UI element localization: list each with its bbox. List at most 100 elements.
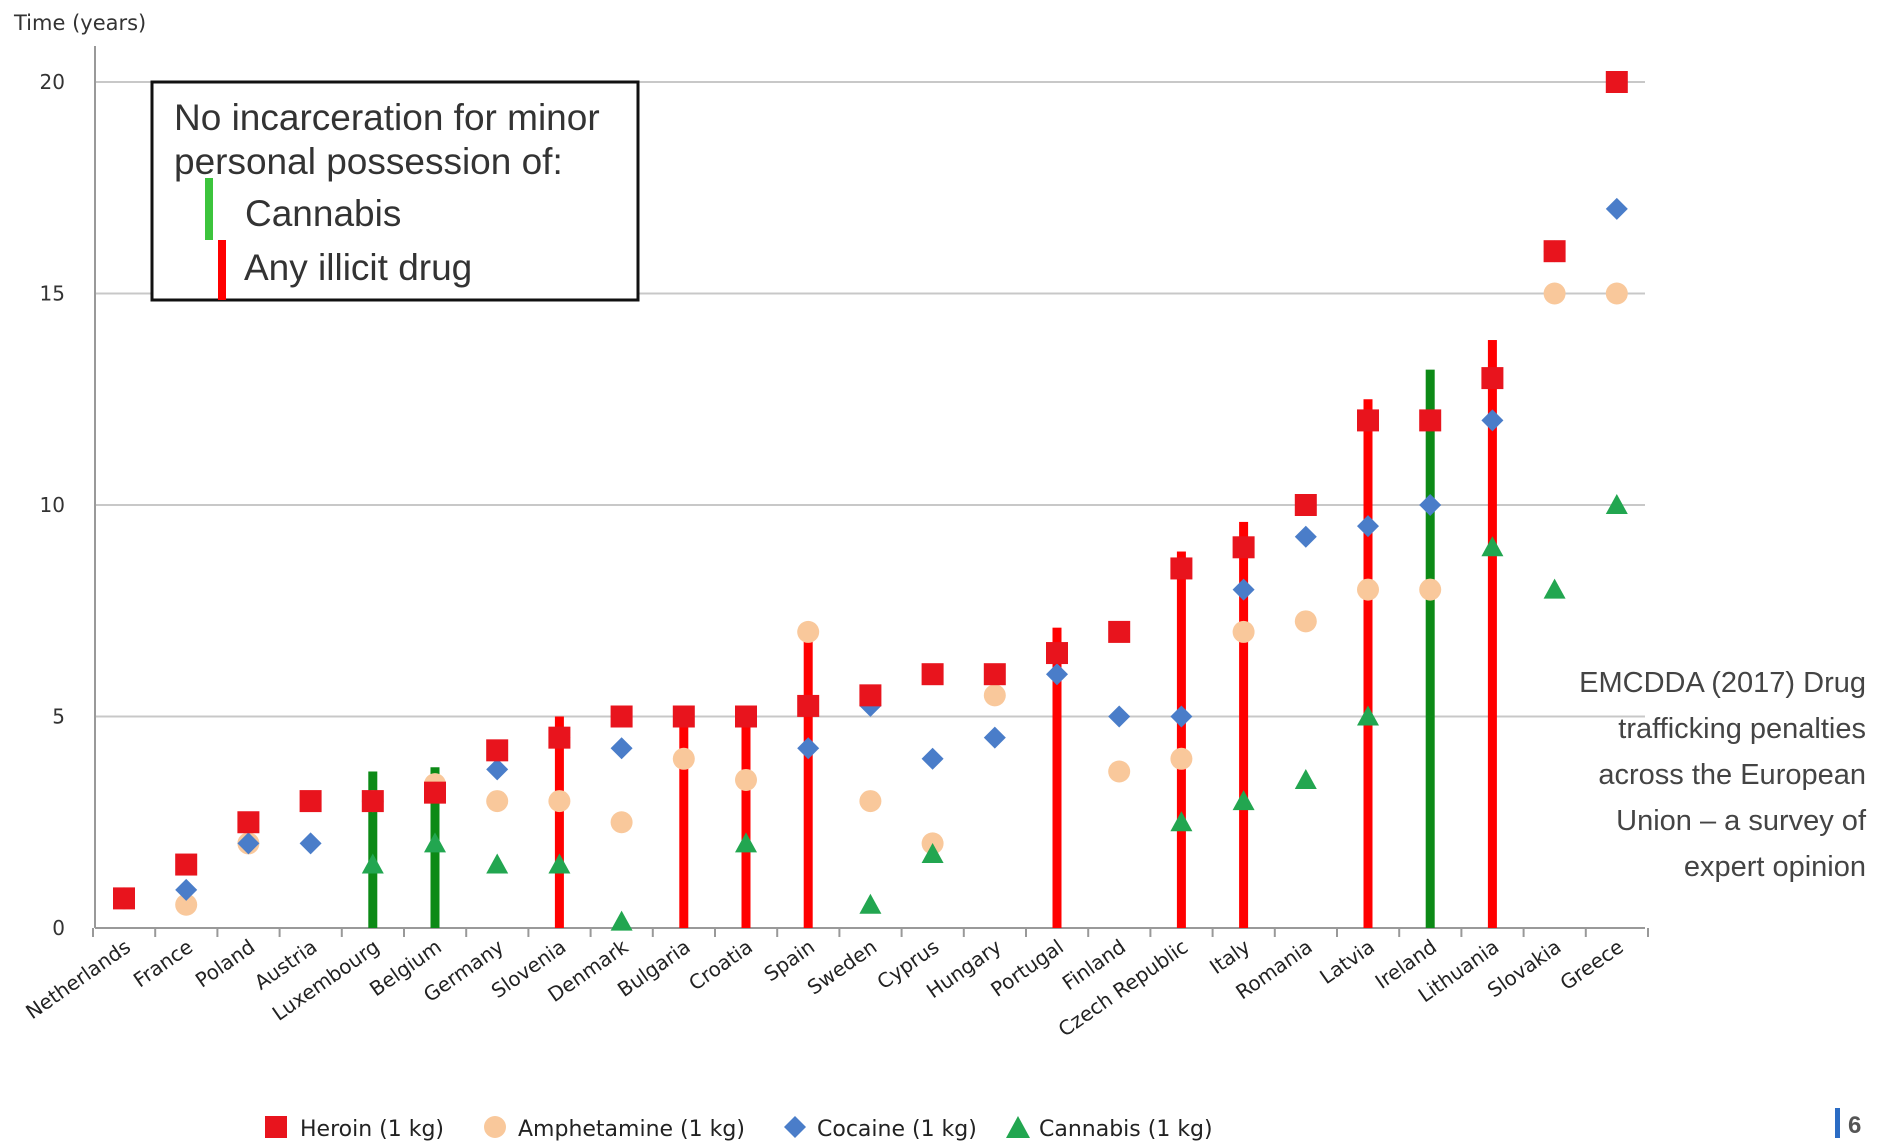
point-square-cyprus <box>921 663 944 686</box>
y-axis-label: Time (years) <box>13 11 146 35</box>
point-square-bulgaria <box>672 705 695 728</box>
point-square-sweden <box>859 684 882 707</box>
legend-amphetamine-swatch <box>484 1116 506 1138</box>
point-triangle-slovakia <box>1543 578 1566 599</box>
possession-marker-any <box>1363 399 1373 928</box>
data-points <box>113 71 1628 931</box>
annotation-cannabis-marker <box>205 178 213 240</box>
point-triangle-lithuania <box>1481 536 1504 557</box>
point-square-ireland <box>1419 409 1442 432</box>
point-square-hungary <box>983 663 1006 686</box>
point-triangle-denmark <box>610 910 633 931</box>
point-square-poland <box>237 811 260 834</box>
point-circle-hungary <box>983 684 1006 707</box>
point-circle-latvia <box>1357 578 1379 601</box>
x-tick-label: Croatia <box>684 934 757 995</box>
point-triangle-italy <box>1232 790 1255 811</box>
point-triangle-czech-republic <box>1170 811 1193 832</box>
point-diamond-finland <box>1108 705 1131 728</box>
annotation-box: No incarceration for minor personal poss… <box>150 80 640 302</box>
point-triangle-greece <box>1605 494 1628 514</box>
point-diamond-austria <box>299 832 322 855</box>
possession-marker-any <box>554 716 564 928</box>
x-tick-label: Greece <box>1556 934 1628 995</box>
point-circle-croatia <box>735 768 757 791</box>
possession-marker-cannabis <box>368 771 378 928</box>
point-diamond-france <box>175 878 198 901</box>
point-diamond-czech-republic <box>1170 705 1193 728</box>
y-tick-label: 5 <box>52 705 65 729</box>
possession-marker-any <box>803 627 813 928</box>
possession-marker-any <box>1052 627 1062 928</box>
legend-cannabis-swatch <box>1006 1116 1030 1138</box>
point-circle-germany <box>486 790 509 813</box>
point-triangle-belgium <box>424 832 446 853</box>
source-line-1: EMCDDA (2017) Drug <box>1579 667 1866 699</box>
legend: Heroin (1 kg) Amphetamine (1 kg) Cocaine… <box>265 1116 1213 1142</box>
point-circle-sweden <box>859 790 882 813</box>
axes <box>92 46 1649 937</box>
x-tick-labels: NetherlandsFrancePolandAustriaLuxembourg… <box>21 934 1627 1041</box>
x-tick-label: Latvia <box>1315 934 1379 989</box>
legend-cannabis-label: Cannabis (1 kg) <box>1039 1117 1213 1142</box>
point-circle-slovenia <box>548 790 571 813</box>
point-square-latvia <box>1357 409 1379 432</box>
source-line-4: Union – a survey of <box>1616 805 1867 837</box>
point-square-luxembourg <box>361 790 384 813</box>
point-diamond-poland <box>237 832 260 855</box>
point-triangle-sweden <box>859 893 882 914</box>
point-square-netherlands <box>113 887 135 910</box>
point-circle-czech-republic <box>1170 747 1193 770</box>
point-triangle-slovenia <box>548 853 571 874</box>
point-diamond-spain <box>797 737 820 760</box>
point-triangle-croatia <box>735 832 757 853</box>
point-diamond-hungary <box>983 726 1006 749</box>
point-circle-denmark <box>610 811 633 834</box>
page-number-bar <box>1835 1108 1840 1138</box>
point-circle-slovakia <box>1543 282 1566 305</box>
annotation-cannabis-label: Cannabis <box>245 193 401 234</box>
point-triangle-cyprus <box>921 842 944 863</box>
legend-cocaine-label: Cocaine (1 kg) <box>817 1117 977 1142</box>
point-circle-france <box>175 893 198 916</box>
annotation-any-label: Any illicit drug <box>244 247 472 288</box>
possession-marker-any <box>1176 551 1186 928</box>
point-square-slovakia <box>1543 240 1566 263</box>
legend-heroin-swatch <box>265 1116 287 1138</box>
point-circle-greece <box>1605 282 1628 305</box>
point-circle-bulgaria <box>672 747 695 770</box>
x-tick-label: Sweden <box>803 934 882 999</box>
y-tick-label: 10 <box>40 493 65 517</box>
annotation-box-border <box>150 80 640 302</box>
possession-marker-any <box>1239 521 1249 928</box>
point-square-lithuania <box>1481 367 1504 390</box>
point-square-germany <box>486 739 509 762</box>
point-square-romania <box>1294 494 1317 516</box>
point-circle-romania <box>1294 610 1317 633</box>
possession-marker-any <box>679 716 689 928</box>
x-tick-label: Netherlands <box>21 934 135 1024</box>
point-diamond-portugal <box>1046 663 1068 686</box>
page-number: 6 <box>1848 1112 1861 1139</box>
y-tick-labels: 0 5 10 15 20 <box>40 70 65 940</box>
legend-amphetamine-label: Amphetamine (1 kg) <box>518 1117 745 1142</box>
x-tick-label: France <box>129 934 197 992</box>
possession-marker-any <box>741 716 751 928</box>
point-square-france <box>175 853 198 876</box>
point-square-denmark <box>610 705 633 728</box>
point-diamond-denmark <box>610 737 633 760</box>
point-diamond-ireland <box>1419 494 1442 516</box>
point-square-portugal <box>1046 642 1068 665</box>
point-circle-spain <box>797 620 820 643</box>
legend-cocaine-swatch <box>784 1116 806 1138</box>
point-diamond-lithuania <box>1481 409 1504 432</box>
point-square-croatia <box>735 705 757 728</box>
point-square-finland <box>1108 620 1131 643</box>
point-diamond-romania <box>1294 525 1317 548</box>
source-note: EMCDDA (2017) Drug trafficking penalties… <box>1579 667 1867 883</box>
point-circle-finland <box>1108 760 1131 783</box>
source-line-3: across the European <box>1598 759 1866 791</box>
y-tick-label: 20 <box>40 70 65 94</box>
point-diamond-germany <box>486 758 509 781</box>
point-square-austria <box>299 790 322 813</box>
